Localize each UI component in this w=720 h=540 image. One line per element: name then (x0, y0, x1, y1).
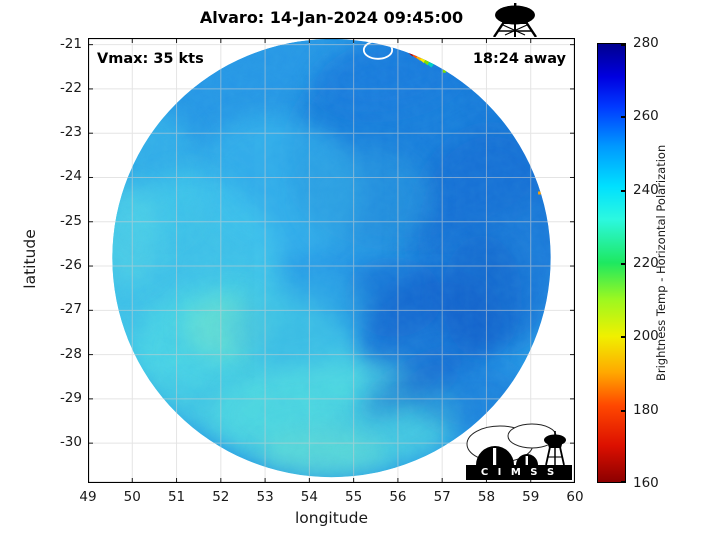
colorbar-tick-mark (621, 116, 625, 119)
grid-lines (87, 38, 576, 483)
axes-box (87, 37, 576, 484)
water-tower-silhouette (493, 3, 537, 37)
colorbar-tick-mark (621, 336, 625, 339)
x-tick-label: 55 (345, 489, 363, 505)
colorbar-tick-label: 180 (633, 401, 659, 418)
y-tick-label: -22 (59, 79, 82, 96)
satellite-swath (87, 37, 576, 484)
x-tick-label: 50 (123, 489, 141, 505)
colorbar-tick-mark (621, 481, 625, 483)
y-tick-label: -30 (59, 434, 82, 451)
colorbar-tick-mark (621, 189, 625, 192)
colorbar-tick-mark (621, 409, 625, 412)
y-tick-label: -25 (59, 212, 82, 229)
x-tick-label: 60 (566, 489, 584, 505)
x-tick-label: 56 (389, 489, 407, 505)
x-tick-label: 51 (167, 489, 186, 505)
y-axis-label: latitude (21, 229, 39, 289)
x-axis-label: longitude (294, 509, 369, 527)
y-tick-label: -23 (59, 124, 82, 141)
y-tick-label: -29 (59, 389, 82, 406)
plot-svg (87, 37, 576, 484)
colorbar-tick-mark (621, 263, 625, 265)
colorbar-tick-label: 280 (633, 35, 659, 51)
x-tick-label: 54 (300, 489, 318, 505)
y-tick-label: -28 (59, 345, 82, 362)
plot-area: Vmax: 35 kts 18:24 away (87, 37, 576, 484)
cimss-logo-text: C I M S S (480, 467, 558, 478)
colorbar-tick-label: 200 (633, 328, 659, 345)
time-away-annotation: 18:24 away (472, 51, 566, 67)
x-tick-label: 57 (433, 489, 451, 505)
colorbar-tick-label: 160 (633, 475, 659, 491)
plot-title: Alvaro: 14-Jan-2024 09:45:00 (199, 8, 464, 27)
x-tick-label: 49 (79, 489, 97, 505)
colorbar-tick-label: 220 (633, 255, 659, 271)
colorbar-tick-label: 260 (633, 108, 659, 125)
swath-image (112, 38, 551, 478)
y-tick-label: -26 (59, 257, 82, 274)
y-tick-label: -27 (59, 301, 82, 318)
x-tick-label: 53 (256, 489, 274, 505)
vmax-annotation: Vmax: 35 kts (97, 51, 204, 67)
x-tick-label: 59 (522, 489, 540, 505)
cimss-logo-graphic (466, 423, 572, 480)
x-tick-label: 52 (212, 489, 230, 505)
colorbar-tick-mark (621, 44, 625, 46)
cimss-logo: C I M S S (466, 419, 572, 480)
y-tick-label: -21 (59, 35, 82, 52)
x-tick-label: 58 (477, 489, 496, 505)
colorbar-tick-label: 240 (633, 181, 659, 198)
y-tick-label: -24 (59, 168, 82, 185)
